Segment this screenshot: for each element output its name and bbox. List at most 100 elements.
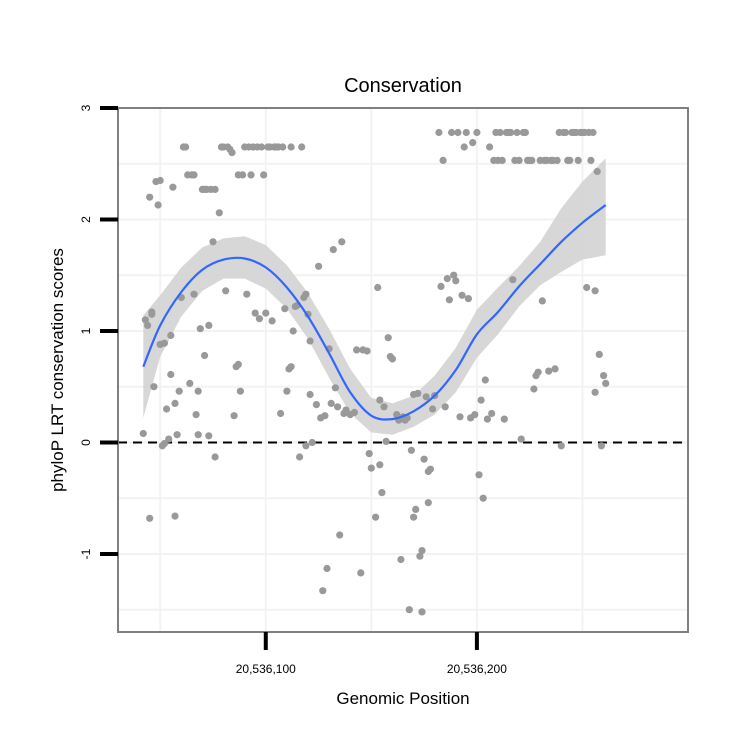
data-point: [462, 128, 470, 137]
y-axis-label: phyloP LRT conservation scores: [48, 248, 67, 492]
data-point: [171, 399, 179, 407]
data-point: [448, 128, 456, 137]
data-point: [315, 262, 323, 270]
data-point: [509, 276, 517, 284]
data-point: [553, 156, 561, 164]
data-point: [321, 412, 329, 420]
data-point: [498, 156, 506, 164]
y-tick-label: 3: [79, 104, 93, 111]
data-point: [160, 440, 168, 448]
data-point: [205, 321, 213, 329]
data-point: [190, 171, 198, 179]
data-point: [350, 408, 358, 416]
data-point: [374, 283, 382, 292]
data-point: [144, 321, 152, 329]
data-point: [215, 209, 223, 217]
data-point: [173, 431, 181, 439]
data-point: [306, 337, 314, 345]
data-point: [445, 296, 453, 304]
data-point: [412, 505, 420, 513]
x-axis-label: Genomic Position: [336, 689, 469, 708]
smooth-line-layer: [142, 204, 607, 421]
data-point: [277, 409, 285, 418]
data-point: [538, 297, 546, 305]
data-point: [205, 432, 213, 440]
data-point: [367, 464, 375, 472]
x-tick-label: 20,536,100: [236, 662, 296, 676]
data-point: [388, 355, 396, 363]
confidence-ribbon-layer: [143, 158, 606, 435]
data-point: [283, 387, 291, 395]
data-point: [251, 309, 259, 317]
data-point: [416, 552, 424, 560]
data-point: [429, 405, 437, 413]
data-point: [483, 415, 491, 423]
data-point: [150, 383, 158, 391]
data-point: [165, 435, 173, 443]
data-point: [296, 453, 304, 461]
y-tick-label: 0: [79, 439, 93, 446]
data-point: [420, 455, 428, 463]
data-point: [562, 128, 570, 137]
data-point: [521, 128, 530, 137]
data-point: [327, 399, 335, 407]
x-tick-label: 20,536,200: [447, 662, 507, 676]
data-point: [312, 401, 320, 409]
data-point: [530, 385, 538, 393]
data-point: [287, 143, 295, 151]
data-point: [209, 238, 217, 246]
data-point: [418, 547, 426, 555]
data-point: [376, 461, 384, 469]
data-point: [281, 305, 289, 313]
data-point: [435, 128, 443, 137]
data-point: [201, 351, 209, 360]
data-point: [437, 282, 445, 290]
data-point: [329, 246, 337, 254]
data-point: [481, 376, 489, 384]
data-point: [551, 365, 559, 373]
data-point: [589, 128, 597, 137]
data-point: [513, 128, 521, 137]
data-point: [405, 606, 413, 614]
data-point: [515, 156, 523, 164]
data-point: [441, 403, 449, 411]
data-point: [167, 331, 175, 339]
data-point: [574, 156, 582, 164]
data-point: [378, 489, 386, 497]
data-point: [407, 446, 415, 454]
data-point: [587, 156, 595, 164]
data-point: [454, 128, 462, 137]
data-point: [331, 384, 339, 392]
data-point: [230, 412, 238, 420]
data-point: [593, 167, 601, 176]
data-point: [439, 156, 447, 164]
data-point: [595, 350, 603, 358]
data-point: [443, 275, 451, 283]
y-tick-label: -1: [79, 548, 93, 559]
data-point: [148, 308, 156, 316]
data-point: [486, 143, 494, 151]
data-point: [287, 363, 295, 371]
data-point: [473, 128, 481, 137]
data-point: [597, 442, 606, 450]
data-point: [496, 128, 504, 137]
data-point: [591, 388, 599, 396]
data-point: [268, 317, 276, 325]
data-point: [365, 450, 373, 458]
data-point: [306, 390, 314, 399]
data-point: [141, 316, 149, 324]
y-tick-label: 1: [79, 327, 93, 334]
smooth-trend-line: [142, 204, 607, 421]
data-point: [475, 471, 483, 479]
data-point: [302, 290, 310, 298]
data-point: [458, 291, 466, 299]
data-point: [169, 183, 177, 191]
plot-panel-border: [117, 107, 689, 633]
data-point: [456, 413, 464, 421]
data-point: [163, 405, 171, 413]
data-point: [262, 309, 270, 317]
data-point: [469, 139, 477, 147]
data-point: [426, 465, 434, 473]
data-point: [534, 368, 542, 376]
